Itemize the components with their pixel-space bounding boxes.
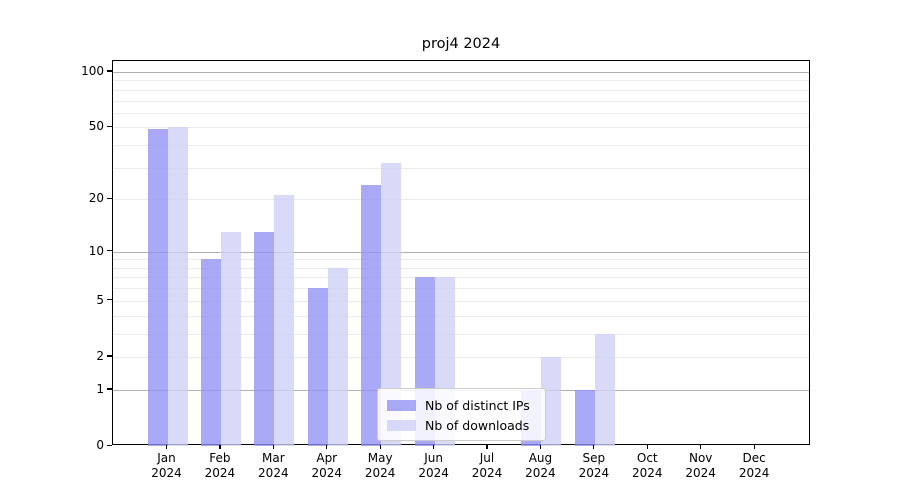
x-tick-year: 2024 bbox=[685, 466, 716, 480]
x-tick-mark bbox=[326, 445, 328, 449]
x-tick-label: Jul 2024 bbox=[455, 451, 519, 481]
gridline-minor bbox=[113, 288, 809, 290]
bar-distinct-ips-jan bbox=[147, 128, 168, 446]
y-tick-mark bbox=[107, 125, 112, 127]
y-tick-mark bbox=[107, 299, 112, 301]
gridline-minor bbox=[113, 259, 809, 261]
bar-downloads-aug bbox=[541, 356, 562, 446]
gridline-minor bbox=[113, 199, 809, 201]
x-tick-year: 2024 bbox=[204, 466, 236, 480]
y-tick-label: 50 bbox=[88, 119, 104, 134]
x-tick-label: Nov 2024 bbox=[669, 451, 733, 481]
gridline-minor bbox=[113, 277, 809, 279]
x-tick-year: 2024 bbox=[738, 466, 770, 480]
legend-row: Nb of distinct IPs bbox=[387, 395, 536, 415]
x-tick-mark bbox=[379, 445, 381, 449]
x-tick-mark bbox=[219, 445, 221, 449]
x-tick-year: 2024 bbox=[151, 466, 182, 480]
bar-downloads-mar bbox=[274, 195, 295, 446]
x-tick-mark bbox=[646, 445, 648, 449]
legend-swatch-downloads bbox=[387, 419, 416, 431]
legend: Nb of distinct IPs Nb of downloads bbox=[377, 388, 546, 441]
gridline-minor bbox=[113, 80, 809, 82]
x-tick-label: Oct 2024 bbox=[615, 451, 679, 481]
bar-downloads-feb bbox=[220, 232, 241, 446]
gridline-minor bbox=[113, 127, 809, 129]
x-tick-mark bbox=[433, 445, 435, 449]
gridline-major bbox=[113, 251, 809, 253]
gridline-minor bbox=[113, 167, 809, 169]
gridline-minor bbox=[113, 100, 809, 102]
y-tick-label: 100 bbox=[81, 63, 104, 78]
x-tick-label: Apr 2024 bbox=[295, 451, 359, 481]
plot-area bbox=[112, 60, 810, 446]
gridline-minor bbox=[113, 333, 809, 335]
legend-label-downloads: Nb of downloads bbox=[425, 417, 530, 433]
x-tick-mark bbox=[753, 445, 755, 449]
x-tick-year: 2024 bbox=[578, 466, 610, 480]
bar-downloads-may bbox=[381, 162, 402, 446]
gridline-minor bbox=[113, 89, 809, 91]
x-tick-mark bbox=[272, 445, 274, 449]
y-tick-mark bbox=[107, 388, 112, 390]
bar-distinct-ips-mar bbox=[254, 232, 275, 446]
x-tick-mark bbox=[593, 445, 595, 449]
x-tick-year: 2024 bbox=[471, 466, 503, 480]
x-tick-year: 2024 bbox=[311, 466, 343, 480]
x-tick-label: May 2024 bbox=[348, 451, 412, 481]
chart-title: proj4 2024 bbox=[421, 36, 501, 52]
x-tick-mark bbox=[486, 445, 488, 449]
gridline-minor bbox=[113, 315, 809, 317]
bar-distinct-ips-sep bbox=[574, 389, 595, 446]
x-tick-year: 2024 bbox=[525, 466, 556, 480]
bar-downloads-jan bbox=[167, 127, 188, 446]
x-tick-label: Sep 2024 bbox=[562, 451, 626, 481]
y-tick-label: 5 bbox=[96, 292, 104, 307]
y-tick-mark bbox=[107, 444, 112, 446]
gridline-minor bbox=[113, 356, 809, 358]
x-tick-label: Aug 2024 bbox=[508, 451, 572, 481]
x-tick-year: 2024 bbox=[258, 466, 289, 480]
bar-distinct-ips-apr bbox=[307, 288, 328, 446]
y-tick-mark bbox=[107, 355, 112, 357]
gridline-minor bbox=[113, 145, 809, 146]
gridline-major bbox=[113, 71, 809, 73]
legend-swatch-distinct-ips bbox=[387, 399, 416, 411]
y-tick-label: 1 bbox=[96, 381, 104, 396]
x-tick-label: Dec 2024 bbox=[722, 451, 786, 481]
x-tick-mark bbox=[165, 445, 168, 449]
x-tick-year: 2024 bbox=[364, 466, 396, 480]
x-tick-label: Mar 2024 bbox=[241, 451, 305, 481]
x-tick-year: 2024 bbox=[418, 466, 449, 480]
legend-row: Nb of downloads bbox=[387, 415, 536, 435]
y-tick-mark bbox=[107, 250, 112, 252]
y-tick-mark bbox=[107, 70, 112, 72]
y-tick-label: 2 bbox=[96, 348, 104, 363]
x-tick-mark bbox=[539, 445, 542, 449]
y-tick-mark bbox=[107, 197, 112, 199]
legend-label-distinct-ips: Nb of distinct IPs bbox=[425, 397, 530, 413]
bar-downloads-sep bbox=[594, 333, 615, 446]
bar-downloads-apr bbox=[327, 267, 348, 446]
y-tick-label: 20 bbox=[88, 191, 104, 206]
x-tick-label: Feb 2024 bbox=[188, 451, 252, 481]
x-tick-year: 2024 bbox=[631, 466, 663, 480]
x-tick-label: Jan 2024 bbox=[135, 451, 199, 481]
x-tick-mark bbox=[700, 445, 702, 449]
bar-distinct-ips-feb bbox=[200, 259, 221, 446]
y-tick-label: 0 bbox=[96, 438, 104, 452]
bar-distinct-ips-may bbox=[361, 185, 382, 446]
y-tick-label: 10 bbox=[88, 243, 104, 258]
gridline-minor bbox=[113, 112, 809, 114]
gridline-minor bbox=[113, 300, 809, 302]
gridline-minor bbox=[113, 267, 809, 269]
x-tick-label: Jun 2024 bbox=[402, 451, 466, 481]
